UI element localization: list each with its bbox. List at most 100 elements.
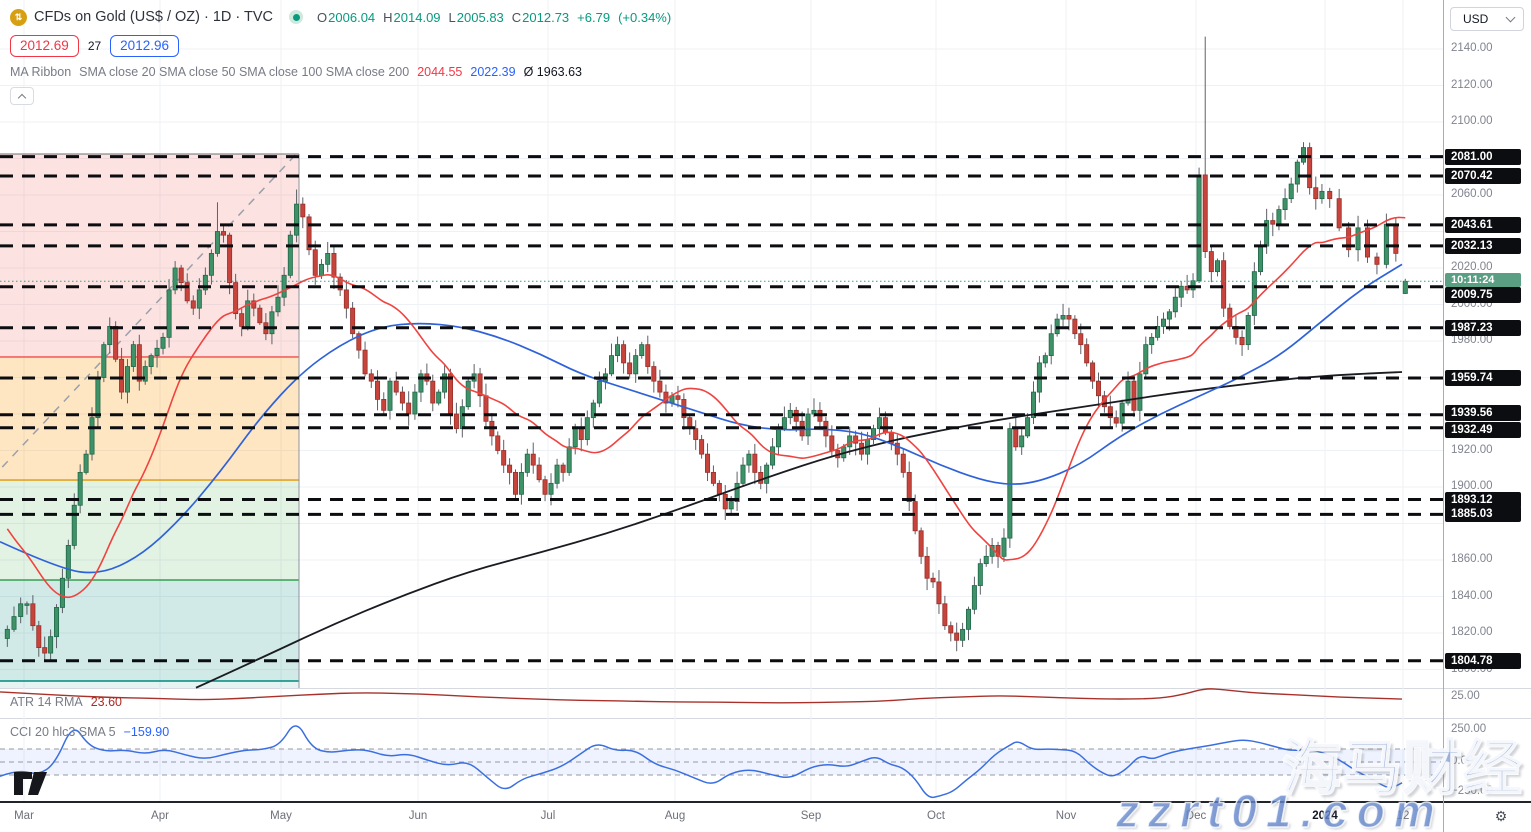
- candle: [362, 349, 368, 375]
- candle: [501, 450, 507, 466]
- change-pct-value: (+0.34%): [618, 9, 672, 25]
- candle: [633, 355, 639, 375]
- symbol-title[interactable]: CFDs on Gold (US$ / OZ) · 1D · TVC: [34, 9, 274, 25]
- atr-legend[interactable]: ATR 14 RMA 23.60: [10, 695, 122, 709]
- candle: [989, 545, 995, 557]
- candle: [906, 471, 912, 502]
- price-level-label: 2009.75: [1445, 287, 1521, 304]
- candle: [853, 435, 859, 444]
- time-tick-label: Dec: [1185, 810, 1207, 822]
- ma-ribbon-params: SMA close 20 SMA close 50 SMA close 100 …: [79, 65, 410, 79]
- candle: [651, 366, 657, 382]
- teal-ext[interactable]: [0, 681, 299, 688]
- candle: [71, 504, 77, 546]
- candle: [1208, 251, 1214, 273]
- candle: [59, 577, 65, 608]
- time-tick-label: 12: [1396, 810, 1410, 822]
- candle: [1383, 223, 1389, 265]
- chevron-down-icon: [1505, 12, 1516, 23]
- buy-button[interactable]: 2012.96: [110, 35, 179, 57]
- candle: [841, 446, 847, 459]
- candle: [507, 464, 513, 473]
- candle: [524, 453, 530, 473]
- green-zone[interactable]: [0, 480, 299, 580]
- candle: [560, 464, 566, 473]
- pane-separator-atr[interactable]: [0, 688, 1531, 689]
- candle: [876, 417, 882, 429]
- currency-selector[interactable]: USD: [1450, 7, 1524, 31]
- candle: [263, 322, 269, 335]
- price-axis[interactable]: USD 10:11:24 2140.00 2120.00 2100.00 2060.0…: [1443, 0, 1531, 801]
- candle: [202, 274, 208, 291]
- open-value: 2006.04: [328, 9, 376, 25]
- ohlc-values: O2006.04 H2014.09 L2005.83 C2012.73 +6.7…: [317, 9, 672, 25]
- chart-canvas[interactable]: [0, 0, 1443, 801]
- candle: [1270, 220, 1276, 225]
- sell-button[interactable]: 2012.69: [10, 35, 79, 57]
- candle: [275, 296, 281, 313]
- candle: [596, 380, 602, 404]
- candle: [65, 545, 71, 579]
- time-axis[interactable]: Mar Apr May Jun Jul Aug Sep Oct Nov Dec 2024 12: [0, 802, 1443, 832]
- candle: [343, 289, 349, 309]
- candle: [787, 409, 793, 419]
- candle: [36, 625, 42, 649]
- candle: [615, 344, 621, 356]
- candle: [239, 313, 245, 327]
- candle: [1258, 245, 1264, 273]
- candle: [1060, 315, 1066, 320]
- candle: [1066, 315, 1072, 320]
- cci-legend[interactable]: CCI 20 hlc3 SMA 5 −159.90: [10, 725, 169, 739]
- candle: [900, 453, 906, 473]
- candle: [42, 647, 48, 654]
- cci-scale-label: −250.00: [1451, 785, 1493, 797]
- candle: [1125, 380, 1131, 404]
- candle: [1090, 362, 1096, 382]
- candle: [1264, 220, 1270, 247]
- gear-icon[interactable]: ⚙: [1490, 805, 1512, 827]
- market-status-icon[interactable]: [289, 10, 304, 24]
- candle: [548, 482, 554, 495]
- red-zone[interactable]: [0, 154, 299, 357]
- candle: [805, 413, 811, 437]
- price-tick-label: 2140.00: [1451, 42, 1493, 54]
- candle: [716, 482, 722, 495]
- candle: [1096, 380, 1102, 397]
- candle: [148, 355, 154, 367]
- candle: [214, 231, 220, 254]
- candle: [477, 373, 483, 397]
- tradingview-logo[interactable]: [28, 772, 47, 795]
- orange-zone[interactable]: [0, 357, 299, 480]
- tradingview-logo[interactable]: [14, 772, 32, 795]
- atr-value: 23.60: [90, 695, 122, 709]
- candle: [89, 417, 95, 455]
- candle: [184, 282, 190, 302]
- candle: [1288, 183, 1294, 200]
- candle: [95, 377, 101, 419]
- ma-ribbon-legend[interactable]: MA Ribbon SMA close 20 SMA close 50 SMA …: [10, 65, 582, 79]
- atr-line: [0, 688, 1403, 704]
- candle: [823, 420, 829, 437]
- candle: [221, 231, 227, 236]
- trendline-dashed[interactable]: [0, 149, 301, 478]
- candle: [1155, 325, 1161, 338]
- teal-zone[interactable]: [0, 580, 299, 681]
- atr-scale-label: 25.00: [1451, 690, 1480, 702]
- candle: [518, 471, 524, 495]
- candle: [995, 545, 1001, 557]
- candle: [657, 380, 663, 393]
- price-level-label: 1885.03: [1445, 506, 1521, 523]
- change-value: +6.79: [577, 9, 611, 25]
- candle: [609, 355, 615, 375]
- candle: [530, 453, 536, 466]
- pane-separator-cci[interactable]: [0, 718, 1531, 719]
- candle: [835, 450, 841, 459]
- candle: [107, 325, 113, 346]
- price-tick-label: 2120.00: [1451, 78, 1493, 91]
- candle: [983, 555, 989, 565]
- candle: [918, 530, 924, 557]
- collapse-legend-button[interactable]: [10, 87, 34, 105]
- time-tick-label: May: [270, 810, 292, 822]
- candle: [687, 417, 693, 429]
- candle: [190, 300, 196, 309]
